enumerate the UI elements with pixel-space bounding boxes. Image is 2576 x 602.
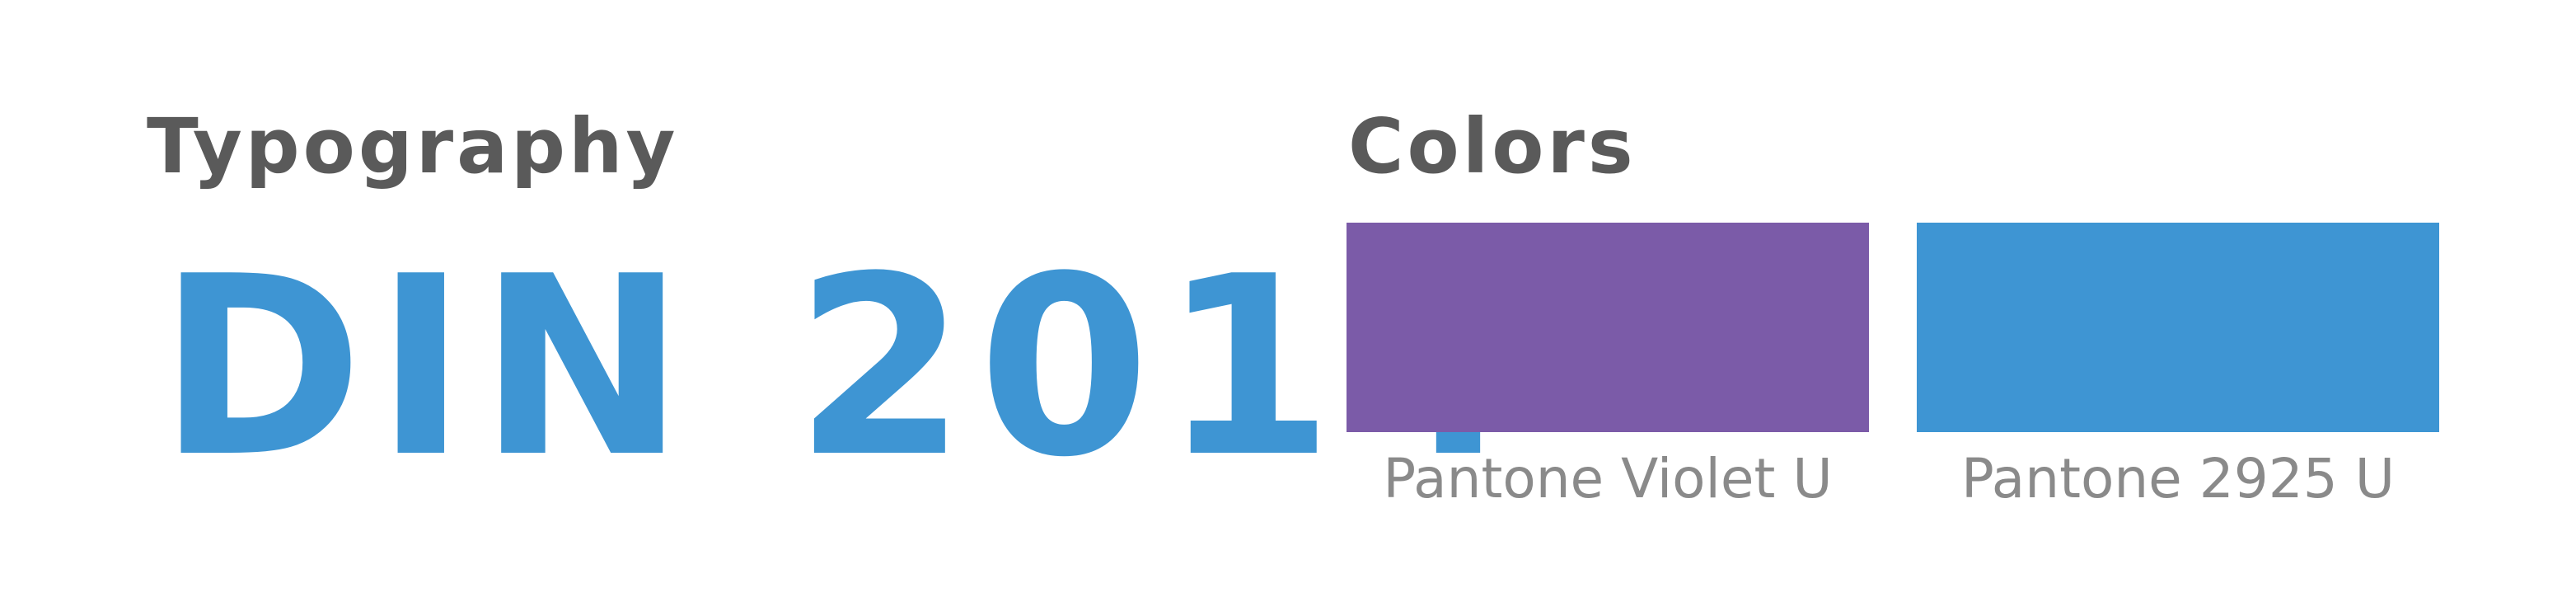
- typography-heading: Typography: [147, 102, 679, 190]
- font-name-sample: DIN 2014: [158, 223, 1529, 511]
- swatch-label-2925: Pantone 2925 U: [1960, 447, 2396, 510]
- swatch-label-violet: Pantone Violet U: [1383, 447, 1833, 510]
- colors-heading: Colors: [1348, 102, 1637, 190]
- color-swatch-2925: [1917, 223, 2439, 432]
- color-swatch-violet: [1347, 223, 1869, 432]
